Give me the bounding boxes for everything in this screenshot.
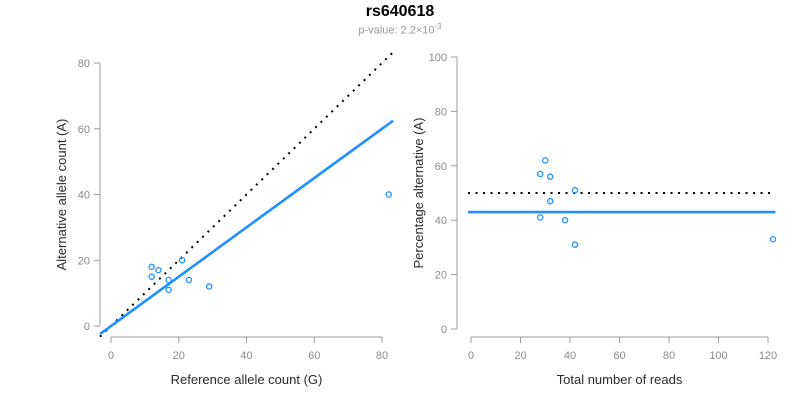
y-tick-label: 0: [84, 321, 90, 333]
data-point: [185, 276, 193, 284]
y-tick-label: 80: [435, 106, 447, 118]
x-axis-title: Total number of reads: [557, 372, 683, 387]
data-point: [546, 173, 554, 180]
p-value-subtitle: p-value: 2.2×10-3: [0, 22, 800, 37]
x-tick-label: 120: [759, 350, 777, 362]
data-point: [537, 170, 544, 178]
percentage-vs-reads-scatter: 0 20 40 60 80 100 120 0 20 40 60 80 100 Total number …: [411, 52, 777, 387]
p-value-text: p-value: 2.2×10: [358, 24, 435, 37]
data-point: [148, 263, 155, 271]
x-tick-label: 0: [108, 350, 114, 362]
identity-line: [99, 51, 394, 338]
data-point: [571, 187, 579, 194]
x-tick-label: 60: [613, 350, 625, 362]
x-tick-label: 20: [173, 350, 185, 362]
x-tick-label: 80: [663, 350, 675, 362]
regression-line: [99, 119, 394, 336]
x-tick-label: 100: [709, 350, 727, 362]
data-point: [385, 191, 393, 198]
data-point: [571, 241, 579, 248]
p-value-exponent: -3: [434, 22, 442, 31]
x-tick-label: 40: [240, 350, 252, 362]
data-point: [155, 266, 162, 274]
data-point: [561, 216, 569, 224]
data-point: [769, 235, 777, 243]
y-tick-label: 40: [78, 190, 90, 202]
y-tick-label: 100: [429, 52, 447, 64]
data-point: [542, 157, 549, 164]
data-point: [178, 256, 186, 264]
x-tick-label: 80: [376, 350, 388, 362]
page-title: rs640618: [365, 3, 435, 20]
x-tick-label: 60: [308, 350, 320, 362]
y-tick-label: 20: [78, 255, 90, 267]
y-tick-label: 40: [435, 215, 447, 227]
data-point: [546, 197, 554, 205]
data-point: [205, 283, 213, 290]
y-tick-label: 20: [435, 270, 447, 282]
y-tick-label: 0: [441, 324, 447, 336]
data-point: [165, 286, 172, 294]
y-tick-label: 60: [435, 161, 447, 173]
allele-counts-scatter: 0 20 40 60 80 0 20 40 60 80 Reference allele count…: [54, 51, 394, 387]
y-tick-label: 60: [78, 124, 90, 136]
data-point: [537, 214, 544, 221]
x-tick-label: 0: [468, 350, 474, 362]
y-axis-title: Percentage alternative (A): [411, 117, 426, 268]
x-tick-label: 40: [564, 350, 576, 362]
data-point: [148, 273, 155, 280]
x-tick-label: 20: [514, 350, 526, 362]
y-tick-label: 80: [78, 58, 90, 70]
y-axis-title: Alternative allele count (A): [54, 119, 69, 271]
x-axis-title: Reference allele count (G): [171, 372, 323, 387]
data-point: [165, 276, 172, 284]
